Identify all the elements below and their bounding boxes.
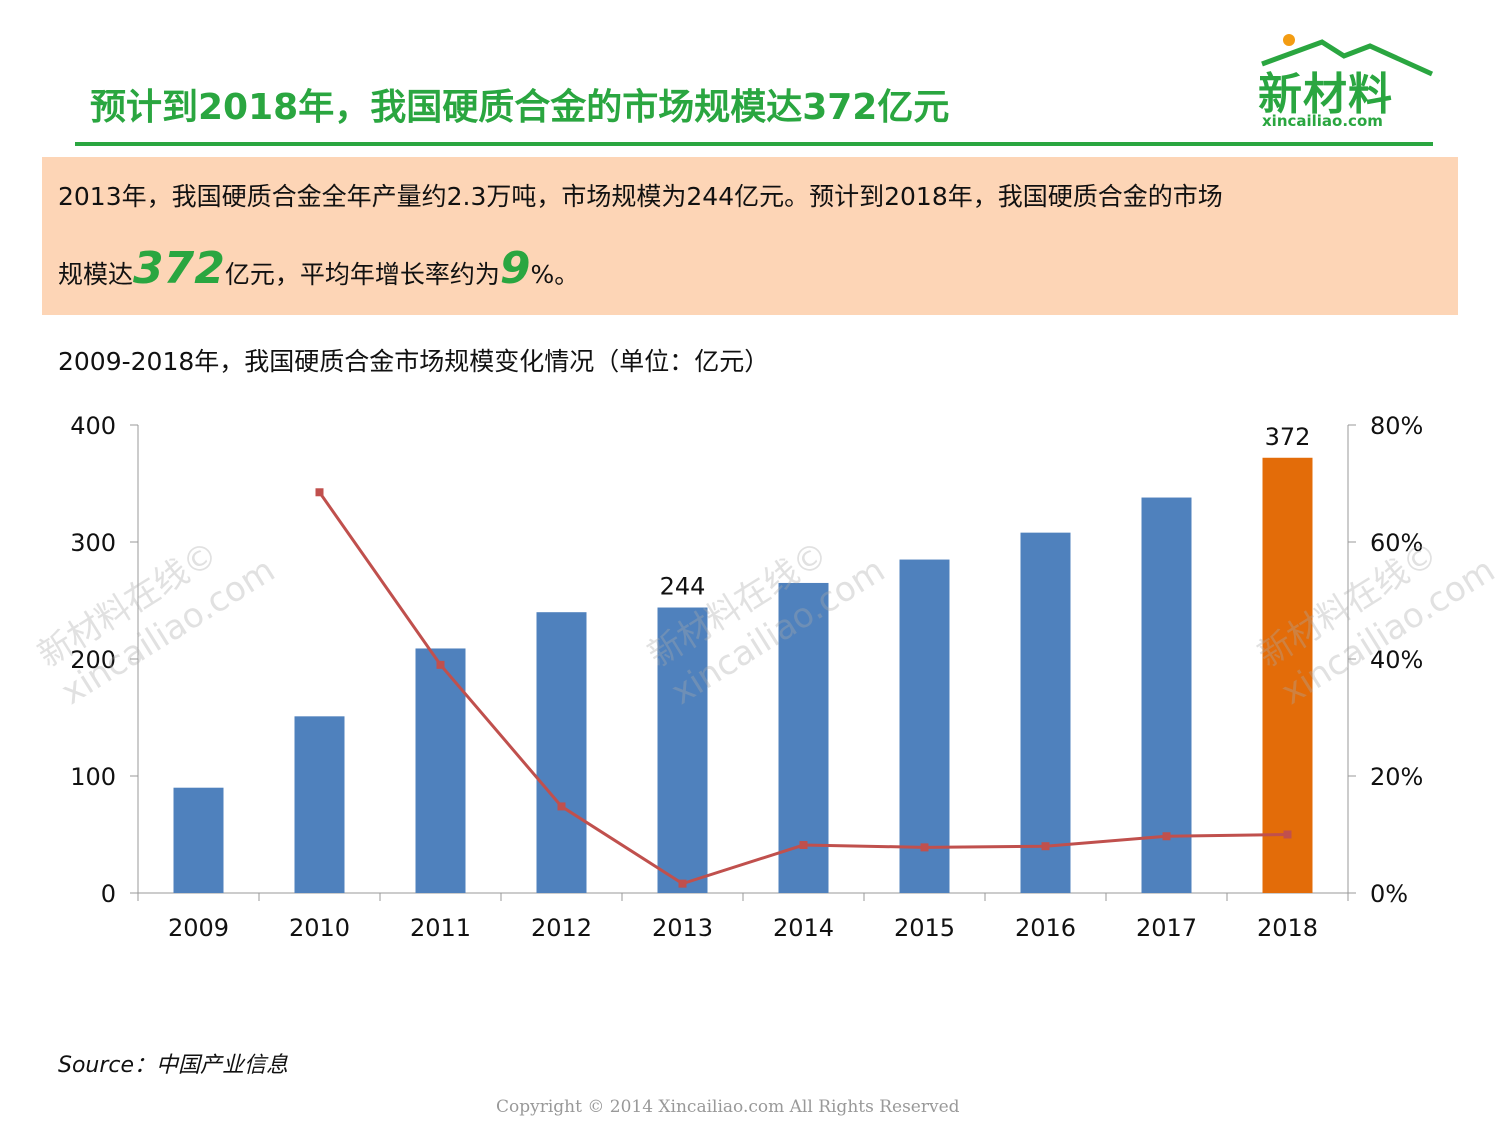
growth-rate-value: 9: [499, 243, 531, 294]
market-size-chart: 0 100 200 300 400 0% 20% 40% 60% 80% 2009 2010 2011 2…: [70, 412, 1423, 942]
right-tick-label: 60%: [1370, 529, 1423, 557]
summary-prefix: 规模达: [58, 260, 134, 289]
x-tick-label: 2013: [652, 914, 713, 942]
left-tick-label: 200: [70, 646, 116, 674]
bar-2017: [1141, 497, 1192, 893]
growth-point-2017: [1162, 832, 1171, 841]
right-tick-label: 80%: [1370, 412, 1423, 440]
summary-suffix: %。: [530, 260, 580, 289]
x-tick-label: 2016: [1015, 914, 1076, 942]
growth-point-2014: [799, 841, 808, 850]
left-tick-label: 300: [70, 529, 116, 557]
data-label-2013: 244: [660, 573, 706, 601]
bar-2016: [1020, 532, 1071, 893]
title-divider: [75, 142, 1433, 146]
x-tick-label: 2011: [410, 914, 471, 942]
chart-subtitle: 2009-2018年，我国硬质合金市场规模变化情况（单位：亿元）: [58, 347, 770, 376]
market-size-value: 372: [133, 243, 225, 294]
x-tick-label: 2017: [1136, 914, 1197, 942]
right-tick-label: 20%: [1370, 763, 1423, 791]
growth-point-2016: [1041, 842, 1050, 851]
x-tick-label: 2012: [531, 914, 592, 942]
left-tick-label: 0: [101, 880, 116, 908]
left-tick-label: 100: [70, 763, 116, 791]
summary-box: 2013年，我国硬质合金全年产量约2.3万吨，市场规模为244亿元。预计到201…: [42, 157, 1458, 315]
copyright: Copyright © 2014 Xincailiao.com All Righ…: [496, 1097, 960, 1117]
growth-point-2018: [1283, 830, 1292, 839]
bar-2015: [899, 559, 950, 893]
bar-2011: [415, 648, 466, 893]
summary-line-2: 规模达372亿元，平均年增长率约为9%。: [58, 243, 579, 294]
logo-text: 新材料: [1258, 69, 1393, 120]
growth-point-2012: [557, 802, 566, 811]
x-tick-label: 2014: [773, 914, 834, 942]
right-tick-label: 0%: [1370, 880, 1408, 908]
source-note: Source：中国产业信息: [58, 1053, 289, 1078]
bar-2018: [1262, 457, 1313, 893]
x-tick-label: 2018: [1257, 914, 1318, 942]
growth-point-2010: [315, 488, 324, 497]
x-tick-label: 2009: [168, 914, 229, 942]
summary-mid: 亿元，平均年增长率约为: [224, 260, 500, 289]
page-title: 预计到2018年，我国硬质合金的市场规模达372亿元: [90, 87, 950, 128]
growth-point-2013: [678, 879, 687, 888]
house-logo-icon: [1261, 34, 1434, 77]
summary-line-1: 2013年，我国硬质合金全年产量约2.3万吨，市场规模为244亿元。预计到201…: [58, 182, 1223, 211]
bar-2009: [173, 787, 224, 893]
bar-2010: [294, 716, 345, 893]
x-tick-label: 2010: [289, 914, 350, 942]
right-tick-label: 40%: [1370, 646, 1423, 674]
x-tick-label: 2015: [894, 914, 955, 942]
growth-point-2015: [920, 843, 929, 852]
bar-2012: [536, 612, 587, 893]
logo-url: xincailiao.com: [1262, 112, 1383, 130]
bar-2013: [657, 607, 708, 893]
left-tick-label: 400: [70, 412, 116, 440]
data-label-2018: 372: [1265, 423, 1311, 451]
growth-point-2011: [436, 660, 445, 669]
